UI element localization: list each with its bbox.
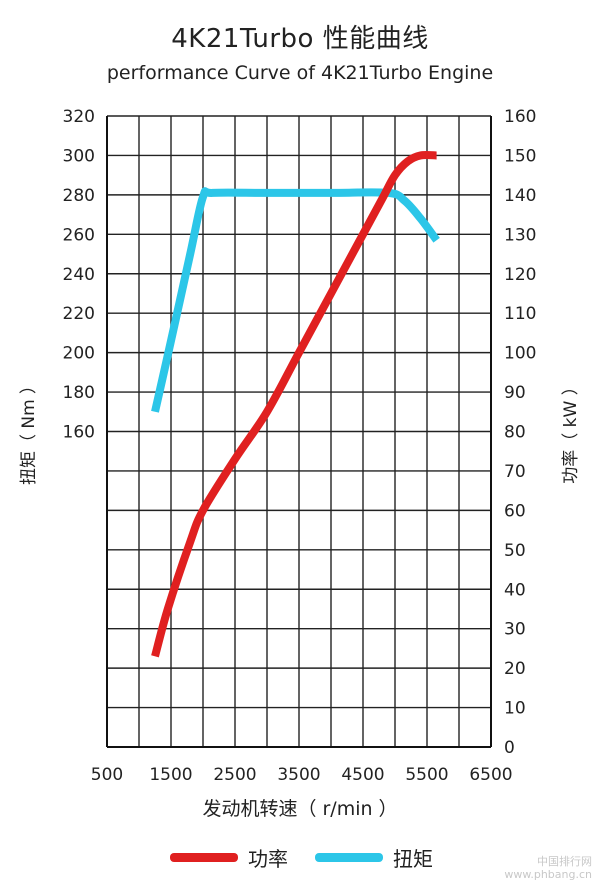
power-series-line (151, 151, 437, 658)
x-axis-title: 发动机转速（ r/min ） (202, 798, 397, 820)
y-left-tick-label: 320 (63, 107, 95, 127)
legend-item-torque: 扭矩 (315, 842, 433, 872)
torque-series-line (151, 187, 440, 413)
chart-title: 4K21Turbo 性能曲线 (171, 24, 429, 54)
y-right-tick-label: 10 (504, 699, 526, 719)
y-right-tick-label: 130 (504, 225, 536, 245)
y-left-tick-label: 160 (63, 423, 95, 443)
series-layer (151, 151, 440, 658)
y-right-tick-label: 60 (504, 501, 526, 521)
x-tick-label: 5500 (405, 765, 448, 785)
chart-subtitle: performance Curve of 4K21Turbo Engine (106, 62, 494, 84)
legend-swatch-power (170, 852, 238, 862)
y-right-tick-label: 20 (504, 659, 526, 679)
y-right-tick-label: 150 (504, 146, 536, 166)
grid (106, 115, 492, 748)
y-right-tick-label: 30 (504, 620, 526, 640)
y-left-tick-label: 200 (63, 344, 95, 364)
watermark-site-name: 中国排行网 (537, 855, 592, 868)
legend-label-torque: 扭矩 (393, 846, 433, 871)
y-left-tick-label: 300 (63, 146, 95, 166)
y-right-tick-label: 40 (504, 580, 526, 600)
y-right-tick-label: 120 (504, 265, 536, 285)
y-axis-right-title: 功率（ kW ） (561, 378, 581, 483)
axes (106, 116, 492, 748)
y-right-tick-label: 100 (504, 344, 536, 364)
y-left-tick-label: 260 (63, 225, 95, 245)
y-right-tick-label: 70 (504, 462, 526, 482)
y-left-tick-label: 180 (63, 383, 95, 403)
y-right-tick-label: 0 (504, 738, 515, 758)
y-right-tick-label: 160 (504, 107, 536, 127)
watermark-url: www.phbang.cn (504, 868, 592, 881)
x-tick-label: 3500 (277, 765, 320, 785)
y-right-tick-label: 80 (504, 423, 526, 443)
legend-item-power: 功率 (170, 842, 288, 872)
y-right-tick-label: 110 (504, 304, 536, 324)
y-right-tick-label: 140 (504, 186, 536, 206)
watermark: 中国排行网 www.phbang.cn (504, 855, 592, 881)
y-axis-left-title: 扭矩（ Nm ） (19, 377, 39, 485)
legend-label-power: 功率 (248, 846, 288, 871)
x-tick-label: 6500 (469, 765, 512, 785)
x-tick-label: 2500 (213, 765, 256, 785)
y-left-tick-label: 220 (63, 304, 95, 324)
y-left-tick-label: 280 (63, 186, 95, 206)
y-right-tick-label: 50 (504, 541, 526, 561)
tick-labels: 500 1500 2500 3500 4500 5500 65001601802002202… (63, 107, 537, 785)
legend-swatch-torque (315, 852, 383, 862)
x-tick-label: 1500 (149, 765, 192, 785)
y-left-tick-label: 240 (63, 265, 95, 285)
y-right-tick-label: 90 (504, 383, 526, 403)
x-tick-label: 4500 (341, 765, 384, 785)
x-tick-label: 500 (91, 765, 123, 785)
